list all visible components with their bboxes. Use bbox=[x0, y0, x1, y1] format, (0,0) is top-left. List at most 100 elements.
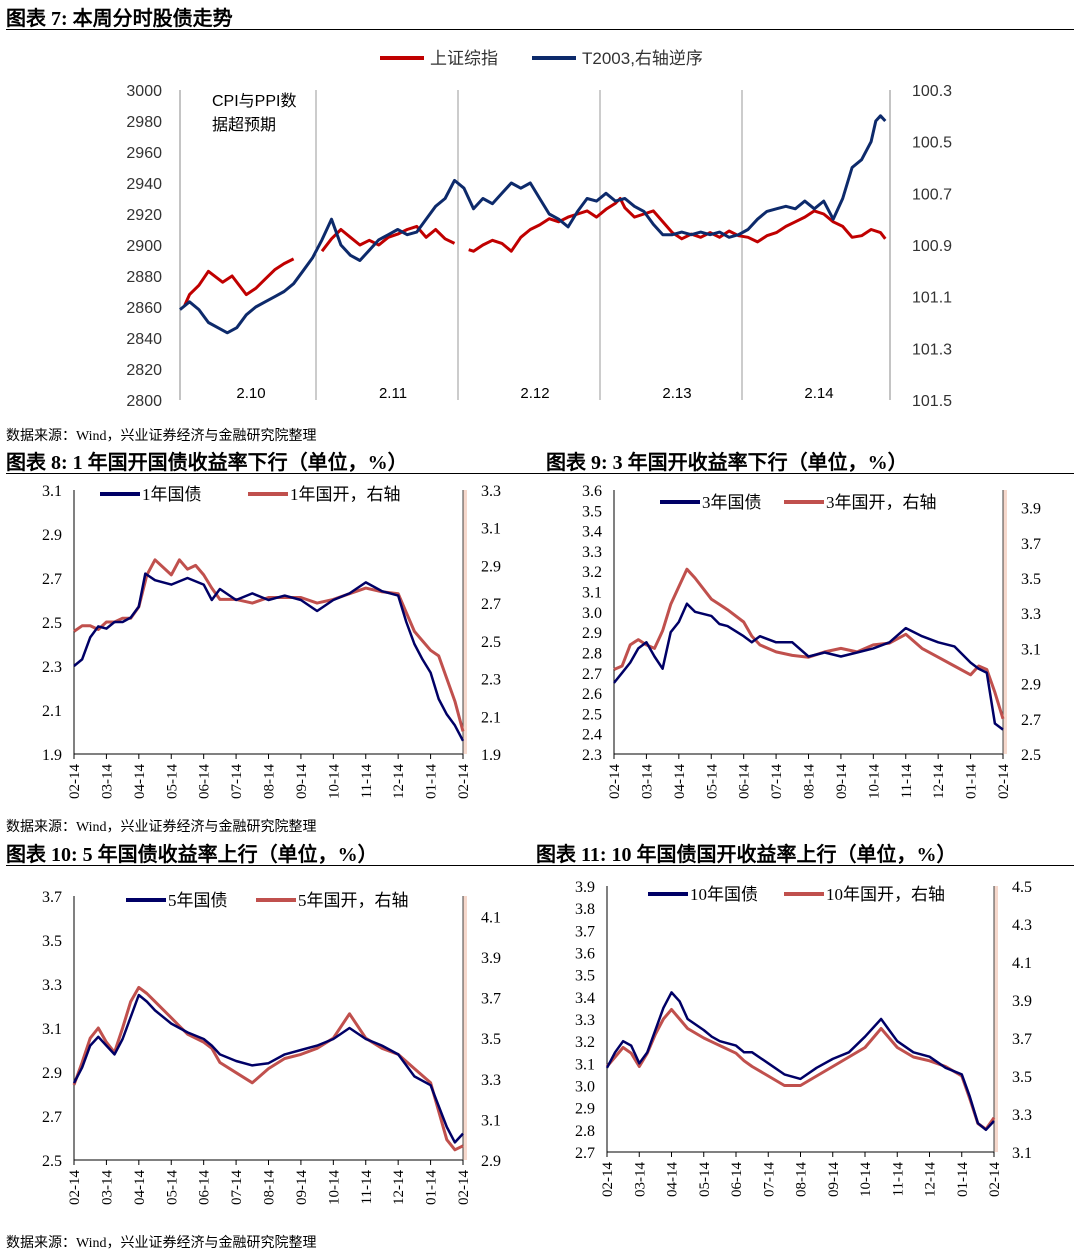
legend-label-0: 1年国债 bbox=[142, 485, 202, 504]
left-tick-label: 3.1 bbox=[42, 1021, 62, 1038]
series-line-treasury bbox=[605, 991, 995, 1132]
right-tick-label: 100.7 bbox=[912, 186, 952, 203]
x-tick-label: 09-14 bbox=[834, 764, 850, 799]
x-tick-label: 10-14 bbox=[326, 764, 342, 799]
x-tick-label: 12-14 bbox=[923, 1162, 939, 1197]
left-tick-label: 2.8 bbox=[575, 1123, 595, 1140]
right-tick-label: 4.1 bbox=[481, 909, 501, 926]
x-tick-label: 02-14 bbox=[456, 764, 472, 799]
right-tick-label: 2.5 bbox=[481, 634, 501, 651]
source-note-2: 数据来源：Wind，兴业证券经济与金融研究院整理 bbox=[6, 820, 317, 835]
right-tick-label: 2.3 bbox=[481, 672, 501, 689]
x-tick-label: 01-14 bbox=[424, 1170, 440, 1205]
left-tick-label: 3.2 bbox=[575, 1034, 595, 1051]
left-tick-label: 3.5 bbox=[575, 968, 595, 985]
right-tick-label: 1.9 bbox=[481, 747, 501, 764]
right-tick-label: 3.9 bbox=[481, 950, 501, 967]
x-tick-label: 12-14 bbox=[391, 1170, 407, 1205]
annotation-text: 据超预期 bbox=[212, 116, 276, 134]
x-tick-label: 03-14 bbox=[639, 764, 655, 799]
x-tick-label: 06-14 bbox=[197, 1170, 213, 1205]
figure-8-9-rule bbox=[6, 473, 1074, 474]
left-tick-label: 3.6 bbox=[582, 483, 602, 500]
chart-7-intraday-stock-bond: 上证综指 T2003,右轴逆序 3000 2980 2960 2940 2920 2900 28… bbox=[126, 49, 952, 410]
series-line-cdb bbox=[73, 558, 465, 732]
figure-9-title: 图表 9: 3 年国开收益率下行（单位，%） bbox=[546, 452, 908, 474]
x-tick-label: 05-14 bbox=[704, 764, 720, 799]
series-line-t2003 bbox=[179, 114, 887, 335]
x-tick-label: 11-14 bbox=[899, 764, 915, 799]
left-tick-label: 2.9 bbox=[582, 625, 602, 642]
left-tick-label: 2.3 bbox=[582, 747, 602, 764]
x-tick-label: 05-14 bbox=[164, 1170, 180, 1205]
right-tick-label: 3.1 bbox=[481, 521, 501, 538]
x-tick-label: 01-14 bbox=[424, 764, 440, 799]
legend-label-0: 上证综指 bbox=[430, 49, 498, 68]
left-tick-label: 3.5 bbox=[582, 503, 602, 520]
right-tick-label: 4.5 bbox=[1012, 879, 1032, 896]
x-tick-label: 04-14 bbox=[672, 764, 688, 799]
left-tick-label: 3.1 bbox=[42, 483, 62, 500]
left-tick-label: 2.7 bbox=[42, 571, 62, 588]
left-tick-label: 3.0 bbox=[582, 605, 602, 622]
right-tick-label: 2.9 bbox=[481, 558, 501, 575]
series-line-sse-index bbox=[183, 257, 295, 307]
left-tick-label: 3.0 bbox=[575, 1079, 595, 1096]
x-tick-label: 11-14 bbox=[359, 1170, 375, 1205]
x-tick-label: 07-14 bbox=[229, 764, 245, 799]
figure-7-rule bbox=[6, 29, 1074, 30]
legend-label-1: T2003,右轴逆序 bbox=[582, 49, 703, 68]
x-tick-label: 02-14 bbox=[67, 1170, 83, 1205]
x-tick-label: 02-14 bbox=[600, 1162, 616, 1197]
x-tick-label: 01-14 bbox=[964, 764, 980, 799]
legend-label-1: 5年国开，右轴 bbox=[298, 891, 409, 910]
right-tick-label: 101.1 bbox=[912, 290, 952, 307]
right-tick-label: 3.5 bbox=[1021, 571, 1041, 588]
x-tick-label: 09-14 bbox=[826, 1162, 842, 1197]
right-tick-label: 4.3 bbox=[1012, 917, 1032, 934]
right-tick-label: 3.7 bbox=[1021, 536, 1041, 553]
left-tick-label: 2.6 bbox=[582, 686, 602, 703]
x-tick-label: 07-14 bbox=[769, 764, 785, 799]
x-tick-label: 02-14 bbox=[996, 764, 1012, 799]
right-tick-label: 3.7 bbox=[1012, 1031, 1032, 1048]
x-tick-label: 09-14 bbox=[294, 764, 310, 799]
left-tick-label: 2.4 bbox=[582, 727, 602, 744]
source-note-1: 数据来源：Wind，兴业证券经济与金融研究院整理 bbox=[6, 429, 317, 444]
figure-10-title: 图表 10: 5 年国债收益率上行（单位，%） bbox=[6, 844, 378, 866]
right-tick-label: 2.1 bbox=[481, 709, 501, 726]
day-label: 2.12 bbox=[520, 385, 549, 402]
figure-10-11-rule bbox=[6, 865, 1074, 866]
x-tick-label: 03-14 bbox=[99, 1170, 115, 1205]
legend-label-0: 10年国债 bbox=[690, 885, 758, 904]
series-line-cdb bbox=[613, 567, 1005, 720]
x-tick-label: 04-14 bbox=[132, 1170, 148, 1205]
right-tick-label: 3.3 bbox=[481, 483, 501, 500]
right-tick-label: 3.3 bbox=[481, 1072, 501, 1089]
day-label: 2.14 bbox=[804, 385, 833, 402]
left-tick-label: 2960 bbox=[126, 145, 162, 162]
legend-label-0: 5年国债 bbox=[168, 891, 228, 910]
right-tick-label: 100.5 bbox=[912, 135, 952, 152]
left-tick-label: 3.3 bbox=[42, 977, 62, 994]
right-tick-label: 3.7 bbox=[481, 991, 501, 1008]
left-tick-label: 2900 bbox=[126, 238, 162, 255]
right-tick-label: 3.1 bbox=[481, 1112, 501, 1129]
left-tick-label: 2940 bbox=[126, 176, 162, 193]
left-tick-label: 1.9 bbox=[42, 747, 62, 764]
left-tick-label: 3.2 bbox=[582, 564, 602, 581]
source-note-3: 数据来源：Wind，兴业证券经济与金融研究院整理 bbox=[6, 1236, 317, 1251]
x-tick-label: 01-14 bbox=[955, 1162, 971, 1197]
left-tick-label: 2920 bbox=[126, 207, 162, 224]
left-tick-label: 3.9 bbox=[575, 879, 595, 896]
left-tick-label: 3.1 bbox=[575, 1056, 595, 1073]
x-tick-label: 05-14 bbox=[164, 764, 180, 799]
left-tick-label: 2980 bbox=[126, 114, 162, 131]
x-tick-label: 11-14 bbox=[890, 1162, 906, 1197]
day-label: 2.13 bbox=[662, 385, 691, 402]
x-tick-label: 11-14 bbox=[359, 764, 375, 799]
chart-10-5y-yields: 3.7 3.5 3.3 3.1 2.9 2.7 2.5 4.1 3.9 3.7 3.5 3.3 3.1 2… bbox=[42, 889, 501, 1205]
legend-label-1: 3年国开，右轴 bbox=[826, 493, 937, 512]
x-tick-label: 08-14 bbox=[262, 1170, 278, 1205]
left-tick-label: 3.1 bbox=[582, 585, 602, 602]
